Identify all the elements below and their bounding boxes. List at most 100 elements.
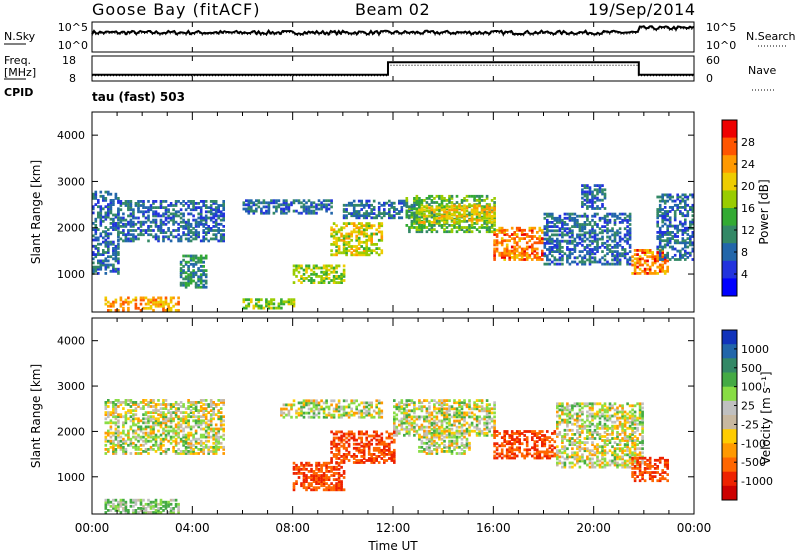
heatmap-cell bbox=[132, 225, 135, 228]
heatmap-cell bbox=[117, 441, 120, 445]
heatmap-cell bbox=[310, 203, 313, 207]
heatmap-cell bbox=[531, 226, 534, 230]
heatmap-cell bbox=[124, 200, 128, 203]
heatmap-cell bbox=[342, 457, 346, 460]
heatmap-cell bbox=[204, 220, 208, 224]
heatmap-cell bbox=[305, 411, 308, 415]
heatmap-cell bbox=[581, 192, 584, 196]
heatmap-cell bbox=[643, 267, 647, 271]
heatmap-cell bbox=[137, 421, 140, 425]
heatmap-cell bbox=[107, 448, 110, 451]
heatmap-cell bbox=[177, 302, 180, 306]
heatmap-cell bbox=[576, 214, 579, 218]
heatmap-cell bbox=[390, 453, 394, 456]
heatmap-cell bbox=[219, 427, 223, 431]
heatmap-cell bbox=[189, 448, 193, 451]
heatmap-cell bbox=[117, 253, 120, 256]
heatmap-cell bbox=[187, 277, 190, 281]
heatmap-cell bbox=[217, 429, 220, 433]
heatmap-cell bbox=[310, 277, 313, 280]
heatmap-cell bbox=[553, 223, 557, 226]
heatmap-cell bbox=[613, 246, 617, 249]
heatmap-cell bbox=[182, 435, 185, 439]
heatmap-cell bbox=[586, 196, 589, 200]
heatmap-cell bbox=[204, 399, 208, 402]
heatmap-cell bbox=[209, 419, 213, 423]
heatmap-cell bbox=[377, 208, 381, 211]
heatmap-cell bbox=[192, 237, 195, 241]
heatmap-cell bbox=[102, 199, 105, 202]
heatmap-cell bbox=[174, 220, 178, 224]
heatmap-cell bbox=[465, 199, 469, 202]
heatmap-cell bbox=[124, 235, 128, 239]
heatmap-cell bbox=[367, 199, 371, 203]
heatmap-cell bbox=[357, 216, 361, 220]
heatmap-cell bbox=[132, 401, 135, 404]
heatmap-cell bbox=[177, 222, 180, 226]
heatmap-cell bbox=[117, 509, 120, 512]
heatmap-cell bbox=[179, 225, 183, 228]
heatmap-cell bbox=[184, 452, 188, 455]
heatmap-cell bbox=[139, 204, 143, 207]
heatmap-cell bbox=[681, 233, 685, 236]
heatmap-cell bbox=[162, 431, 165, 435]
heatmap-cell bbox=[480, 216, 484, 220]
heatmap-cell bbox=[691, 195, 695, 199]
heatmap-cell bbox=[315, 272, 318, 276]
heatmap-cell bbox=[656, 253, 659, 256]
heatmap-cell bbox=[204, 279, 208, 283]
heatmap-cell bbox=[571, 252, 574, 256]
heatmap-cell bbox=[132, 429, 135, 433]
heatmap-cell bbox=[97, 238, 100, 242]
heatmap-cell bbox=[192, 403, 195, 406]
heatmap-cell bbox=[676, 258, 679, 261]
heatmap-cell bbox=[372, 457, 376, 460]
heatmap-cell bbox=[154, 502, 158, 506]
heatmap-cell bbox=[365, 442, 368, 446]
heatmap-cell bbox=[280, 302, 283, 306]
heatmap-cell bbox=[383, 214, 386, 218]
heatmap-cell bbox=[691, 258, 695, 261]
heatmap-cell bbox=[352, 224, 356, 228]
heatmap-cell bbox=[285, 211, 288, 215]
heatmap-cell bbox=[124, 452, 128, 455]
heatmap-cell bbox=[124, 448, 128, 451]
heatmap-cell bbox=[209, 427, 213, 431]
heatmap-cell bbox=[164, 231, 168, 234]
heatmap-cell bbox=[270, 302, 273, 306]
heatmap-cell bbox=[689, 251, 692, 255]
heatmap-cell bbox=[388, 444, 391, 448]
heatmap-cell bbox=[538, 226, 542, 230]
heatmap-cell bbox=[114, 423, 118, 427]
heatmap-cell bbox=[104, 232, 108, 236]
heatmap-cell bbox=[485, 413, 489, 417]
heatmap-cell bbox=[686, 241, 690, 245]
heatmap-cell bbox=[182, 269, 185, 272]
heatmap-cell bbox=[400, 216, 404, 220]
heatmap-cell bbox=[405, 209, 409, 213]
heatmap-cell bbox=[117, 239, 120, 243]
heatmap-cell bbox=[280, 209, 283, 213]
heatmap-cell bbox=[438, 197, 441, 200]
heatmap-cell bbox=[335, 457, 338, 460]
heatmap-cell bbox=[119, 401, 123, 404]
heatmap-cell bbox=[365, 210, 368, 213]
heatmap-cell bbox=[177, 433, 180, 437]
heatmap-cell bbox=[197, 260, 200, 264]
heatmap-cell bbox=[347, 453, 351, 456]
heatmap-cell bbox=[192, 231, 195, 234]
heatmap-cell bbox=[503, 231, 506, 234]
heatmap-cell bbox=[292, 465, 296, 469]
heatmap-cell bbox=[686, 251, 690, 255]
heatmap-cell bbox=[297, 270, 301, 274]
heatmap-cell bbox=[167, 448, 170, 451]
heatmap-cell bbox=[448, 399, 451, 402]
heatmap-cell bbox=[448, 199, 451, 202]
heatmap-cell bbox=[114, 504, 118, 508]
heatmap-cell bbox=[465, 219, 469, 223]
heatmap-cell bbox=[187, 269, 190, 272]
heatmap-cell bbox=[112, 247, 115, 250]
heatmap-cell bbox=[438, 216, 441, 220]
heatmap-cell bbox=[493, 243, 496, 247]
heatmap-cell bbox=[656, 237, 659, 240]
